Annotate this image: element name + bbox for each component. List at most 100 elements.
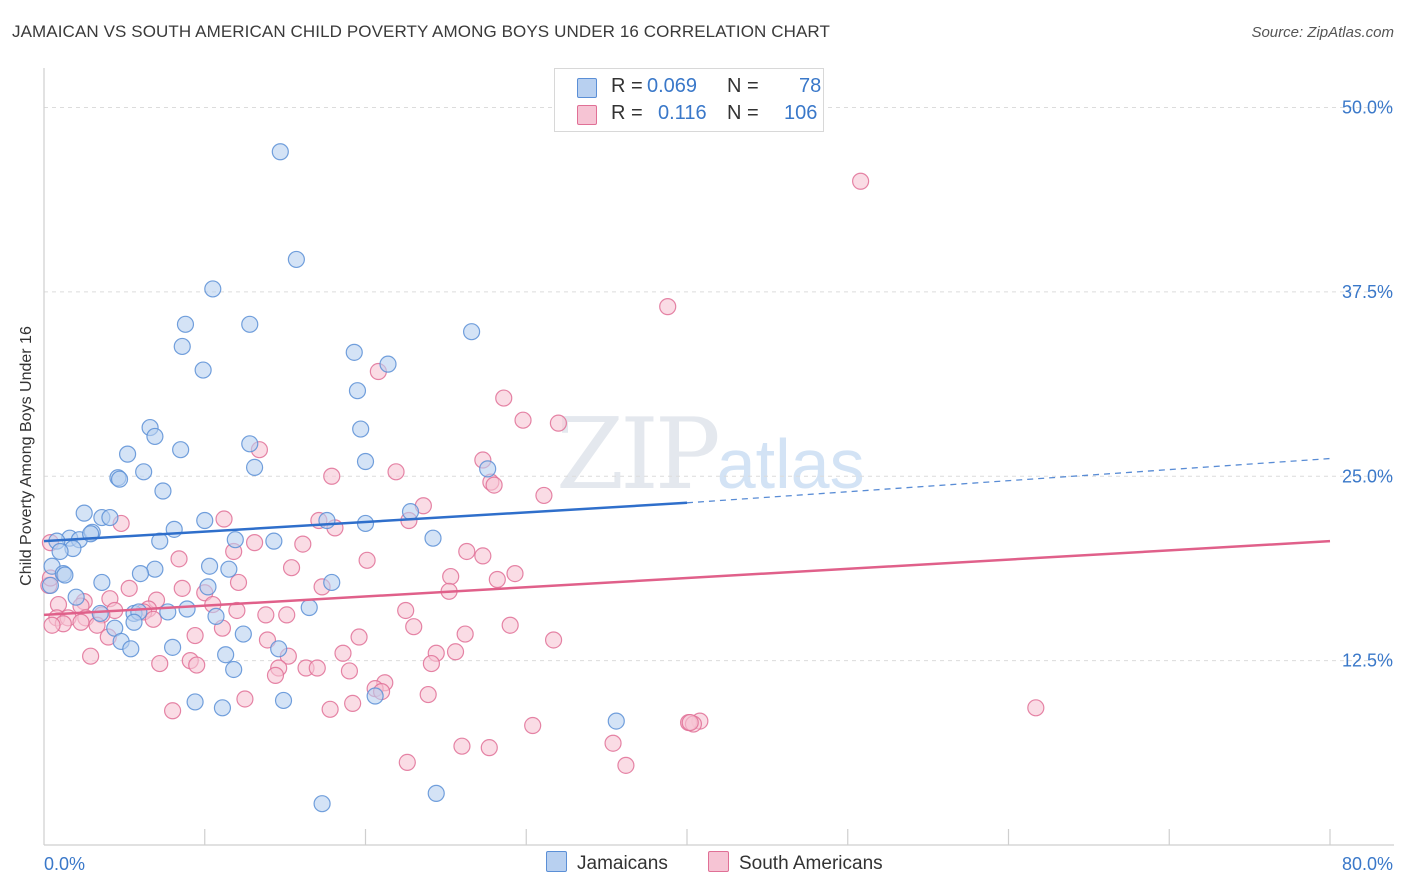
legend-swatch-jamaicans — [577, 78, 597, 98]
point-jamaicans — [313, 795, 331, 813]
point-jamaicans — [217, 646, 235, 664]
legend-swatch-jamaicans — [546, 851, 567, 872]
trendline-jamaicans — [43, 501, 688, 543]
point-jamaicans — [226, 531, 244, 549]
legend-swatch-south-americans — [577, 105, 597, 125]
point-jamaicans — [207, 607, 225, 625]
point-south-americans — [173, 579, 191, 597]
legend-n-label: N = — [727, 102, 759, 124]
point-jamaicans — [241, 435, 259, 453]
point-south-americans — [82, 647, 100, 665]
point-south-americans — [453, 737, 471, 755]
point-jamaicans — [462, 323, 481, 341]
point-south-americans — [344, 694, 362, 713]
point-jamaicans — [607, 712, 625, 730]
point-jamaicans — [427, 784, 445, 802]
point-jamaicans — [479, 460, 497, 478]
point-jamaicans — [41, 576, 60, 595]
point-south-americans — [501, 616, 519, 634]
point-south-americans — [419, 685, 437, 704]
point-south-americans — [294, 535, 312, 553]
point-south-americans — [186, 626, 204, 645]
point-south-americans — [422, 654, 441, 673]
point-jamaicans — [135, 463, 153, 481]
point-south-americans — [480, 739, 498, 757]
y-tick-label: 12.5% — [1342, 651, 1393, 671]
watermark-zip: ZIP — [556, 398, 721, 512]
point-jamaicans — [101, 508, 119, 527]
point-south-americans — [659, 298, 677, 316]
point-south-americans — [228, 601, 246, 620]
point-jamaicans — [196, 511, 214, 530]
point-south-americans — [852, 172, 870, 190]
y-axis-label: Child Poverty Among Boys Under 16 — [18, 326, 35, 586]
point-south-americans — [278, 606, 296, 624]
point-south-americans — [446, 643, 465, 661]
point-jamaicans — [75, 504, 93, 522]
point-south-americans — [170, 550, 188, 568]
trendline-south-americans — [43, 539, 1331, 617]
legend-n-label: N = — [727, 75, 759, 97]
point-south-americans — [334, 644, 352, 662]
y-tick-label: 50.0% — [1342, 98, 1393, 118]
legend-label-south-americans: South Americans — [739, 853, 883, 874]
point-south-americans — [535, 486, 553, 505]
point-jamaicans — [379, 355, 397, 373]
point-south-americans — [617, 756, 635, 774]
y-tick-label: 37.5% — [1342, 282, 1393, 302]
point-jamaicans — [348, 382, 367, 400]
point-south-americans — [524, 716, 542, 735]
point-jamaicans — [274, 691, 293, 710]
point-jamaicans — [245, 458, 264, 476]
legend-n-value: 78 — [799, 75, 822, 97]
point-jamaicans — [287, 250, 305, 269]
point-jamaicans — [122, 640, 140, 658]
point-jamaicans — [186, 693, 204, 711]
point-jamaicans — [356, 452, 375, 471]
point-south-americans — [164, 702, 182, 720]
point-jamaicans — [146, 560, 164, 578]
legend-swatch-south-americans — [708, 851, 729, 872]
point-jamaicans — [241, 315, 259, 333]
point-south-americans — [358, 551, 376, 569]
point-jamaicans — [300, 598, 318, 617]
point-south-americans — [405, 618, 423, 636]
point-jamaicans — [199, 578, 217, 596]
point-south-americans — [258, 631, 277, 649]
point-jamaicans — [93, 573, 111, 592]
point-south-americans — [266, 666, 285, 684]
legend-r-label: R = — [611, 75, 643, 97]
point-south-americans — [514, 411, 532, 429]
point-south-americans — [458, 542, 476, 561]
point-jamaicans — [270, 640, 288, 658]
point-south-americans — [442, 567, 460, 586]
legend-n-value: 106 — [784, 102, 818, 124]
point-south-americans — [340, 662, 359, 680]
point-south-americans — [398, 753, 416, 772]
legend-r-value: 0.069 — [647, 75, 698, 97]
point-south-americans — [236, 690, 254, 708]
y-tick-label: 25.0% — [1342, 466, 1393, 486]
legend-r-label: R = — [611, 102, 643, 124]
point-jamaicans — [56, 566, 74, 584]
x-tick-label: 80.0% — [1342, 854, 1393, 874]
point-south-americans — [604, 734, 622, 752]
point-jamaicans — [345, 343, 363, 361]
point-south-americans — [120, 579, 138, 597]
legend-r-value: 0.116 — [658, 102, 707, 124]
point-jamaicans — [213, 699, 232, 717]
point-south-americans — [397, 601, 415, 620]
point-south-americans — [350, 628, 368, 646]
point-jamaicans — [173, 337, 191, 356]
point-jamaicans — [366, 687, 384, 705]
point-jamaicans — [172, 441, 190, 459]
point-jamaicans — [424, 529, 442, 547]
point-jamaicans — [318, 511, 336, 530]
x-tick-label: 0.0% — [44, 854, 85, 874]
point-jamaicans — [178, 600, 196, 618]
point-south-americans — [456, 625, 474, 643]
point-south-americans — [485, 476, 503, 494]
point-south-americans — [151, 654, 169, 673]
point-jamaicans — [176, 315, 195, 333]
source-label: Source: ZipAtlas.com — [1251, 24, 1394, 41]
